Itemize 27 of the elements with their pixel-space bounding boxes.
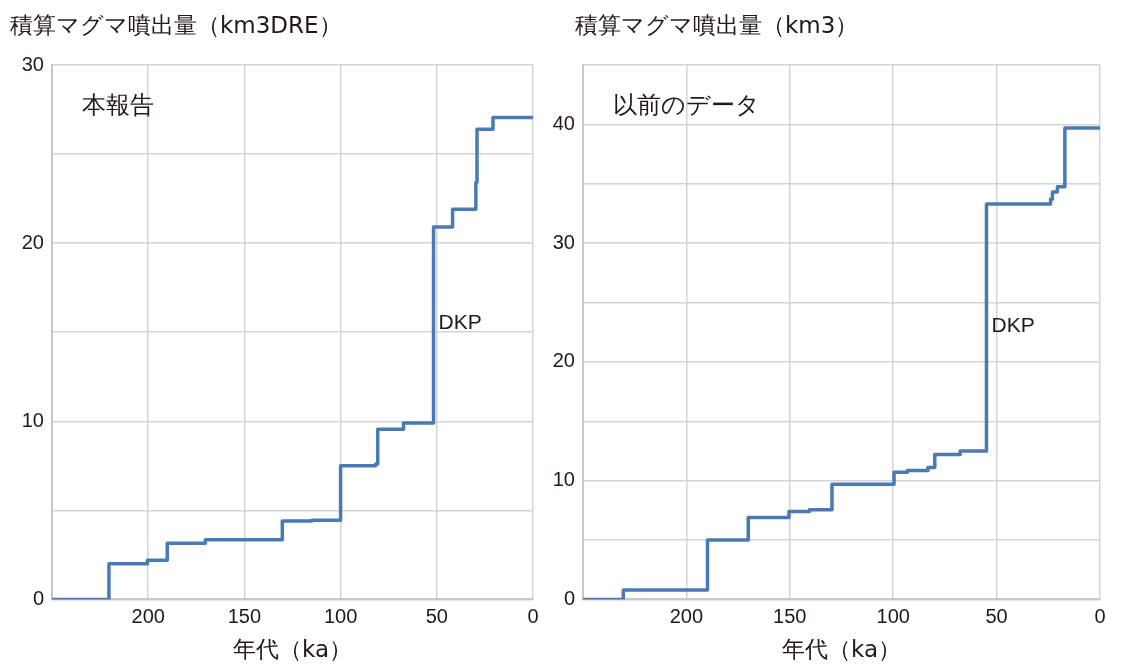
y-tick-label: 20: [552, 349, 575, 372]
x-tick-label: 0: [527, 604, 539, 627]
x-tick-label: 100: [876, 604, 910, 627]
y-tick-label: 0: [32, 586, 44, 609]
y-tick-label: 30: [552, 230, 575, 253]
x-tick-label: 50: [425, 604, 448, 627]
annotation: DKP: [438, 310, 482, 334]
x-tick-label: 150: [227, 604, 262, 627]
x-tick-label: 0: [1094, 604, 1106, 627]
text: 本報告: [82, 91, 154, 120]
x-tick-label: 100: [323, 604, 358, 627]
y-tick-label: 10: [21, 408, 44, 431]
y-tick-label: 10: [552, 468, 575, 491]
x-tick-label: 50: [985, 604, 1008, 627]
y-tick-label: 20: [21, 230, 44, 253]
y-axis-title: 積算マグマ噴出量（km3DRE）: [10, 11, 342, 40]
x-tick-label: 150: [773, 604, 807, 627]
y-tick-label: 0: [563, 586, 575, 609]
x-axis-title: 年代（ka）: [232, 636, 353, 663]
x-tick-label: 200: [131, 604, 165, 627]
x-axis-title: 年代（ka）: [781, 636, 902, 663]
text: 以前のデータ: [613, 91, 760, 120]
x-tick-label: 200: [669, 604, 704, 627]
y-axis-title: 積算マグマ噴出量（km3）: [575, 11, 859, 40]
annotation: DKP: [991, 313, 1035, 337]
y-tick-label: 40: [552, 111, 575, 134]
y-tick-label: 30: [21, 52, 44, 75]
